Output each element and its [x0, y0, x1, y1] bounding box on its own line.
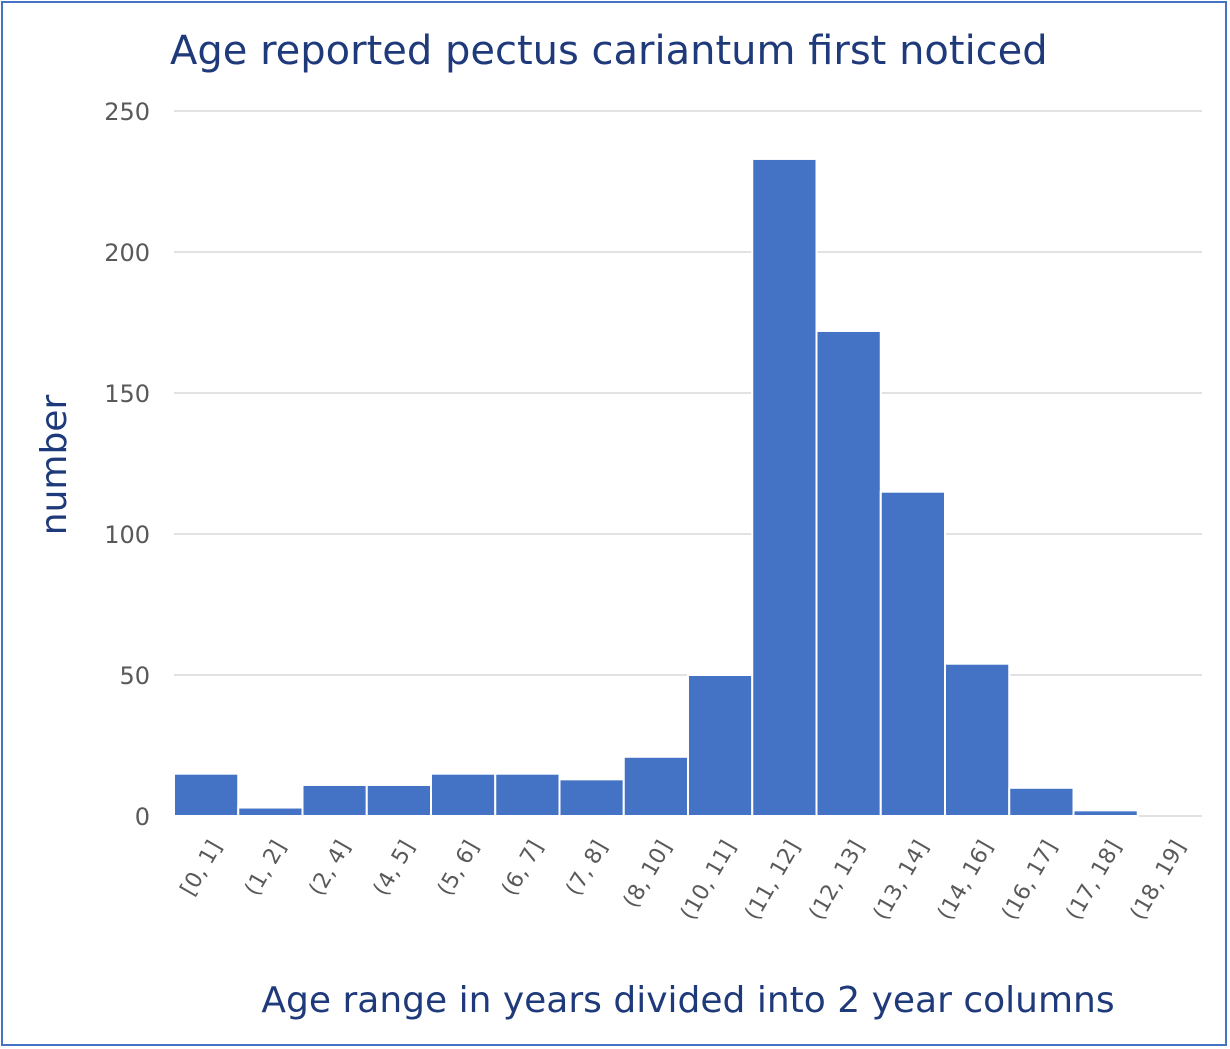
- x-tick-label: (14, 16]: [933, 837, 998, 925]
- bar: [815, 329, 882, 817]
- y-tick-label: 100: [104, 521, 150, 549]
- x-tick-label: (11, 12]: [740, 837, 805, 925]
- x-tick-label: (13, 14]: [869, 837, 934, 925]
- y-tick-label: 250: [104, 98, 150, 126]
- x-tick-label: [0, 1]: [176, 837, 227, 901]
- y-tick-label: 150: [104, 380, 150, 408]
- bar: [365, 783, 432, 817]
- bar: [879, 490, 946, 817]
- x-tick-label: (7, 8]: [562, 837, 613, 901]
- bar: [558, 778, 625, 818]
- bar: [237, 806, 304, 817]
- x-tick-label: (5, 6]: [433, 837, 484, 901]
- y-tick-label: 200: [104, 239, 150, 267]
- bar: [751, 157, 818, 817]
- bars: [173, 157, 1139, 818]
- y-axis-title: number: [34, 395, 75, 536]
- x-tick-label: (10, 11]: [676, 837, 741, 925]
- bar: [1072, 809, 1139, 817]
- bar: [1008, 786, 1075, 817]
- bar: [687, 674, 754, 817]
- x-tick-label: (12, 13]: [805, 837, 870, 925]
- x-tick-label: (1, 2]: [240, 837, 291, 901]
- bar: [430, 772, 497, 818]
- bar: [622, 755, 689, 818]
- bar: [301, 783, 368, 817]
- y-tick-label: 50: [119, 662, 150, 690]
- y-axis-ticks: 0 50 100 150 200 250: [104, 98, 150, 831]
- x-tick-label: (2, 4]: [305, 837, 356, 901]
- x-tick-label: (6, 7]: [497, 837, 548, 901]
- x-tick-label: (8, 10]: [619, 837, 677, 913]
- bar: [494, 772, 561, 818]
- bar: [173, 772, 240, 818]
- y-tick-label: 0: [135, 803, 150, 831]
- x-tick-label: (16, 17]: [997, 837, 1062, 925]
- x-axis-ticks: [0, 1] (1, 2] (2, 4] (4, 5] (5, 6] (6, 7] (7, …: [176, 837, 1191, 925]
- x-tick-label: (17, 18]: [1062, 837, 1127, 925]
- x-tick-label: (4, 5]: [369, 837, 420, 901]
- x-tick-label: (18, 19]: [1126, 837, 1191, 925]
- bar: [944, 662, 1011, 817]
- x-axis-title: Age range in years divided into 2 year c…: [261, 980, 1114, 1021]
- chart-title: Age reported pectus cariantum first noti…: [170, 28, 1048, 74]
